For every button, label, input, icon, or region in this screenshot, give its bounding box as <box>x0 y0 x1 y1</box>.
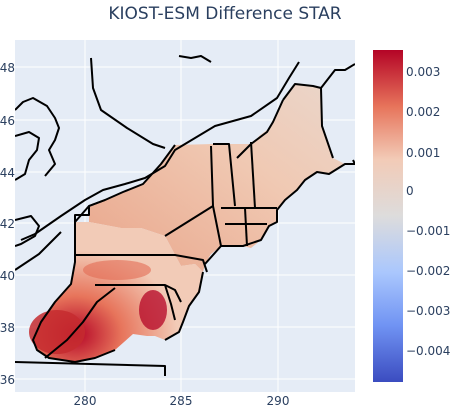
y-tick-42: 42 <box>0 217 15 231</box>
colorbar <box>373 50 403 382</box>
x-tick-285: 285 <box>169 394 193 408</box>
y-tick-40: 40 <box>0 269 15 283</box>
x-tick-280: 280 <box>73 394 97 408</box>
colorbar-tick-0.002: 0.002 <box>406 105 441 119</box>
colorbar-tick-neg-0.004: −0.004 <box>406 344 450 358</box>
colorbar-tick-neg-0.001: −0.001 <box>406 224 450 238</box>
data-field-northeast <box>89 84 345 272</box>
y-tick-44: 44 <box>0 166 15 180</box>
colorbar-tick-0.003: 0.003 <box>406 65 441 79</box>
y-tick-48: 48 <box>0 61 15 75</box>
colorbar-tick-0.001: 0.001 <box>406 146 441 160</box>
map-plot-area[interactable] <box>15 40 355 392</box>
hotspot-chesapeake <box>139 290 167 330</box>
state-boundaries <box>15 83 334 376</box>
colorbar-tick-0: 0 <box>406 184 414 198</box>
hotspot-west-virginia <box>29 310 85 354</box>
y-tick-38: 38 <box>0 321 15 335</box>
map-title: KIOST-ESM Difference STAR <box>108 4 342 24</box>
coastlines <box>15 55 355 363</box>
y-tick-36: 36 <box>0 373 15 387</box>
x-tick-290: 290 <box>266 394 290 408</box>
colorbar-tick-neg-0.002: −0.002 <box>406 264 450 278</box>
y-tick-46: 46 <box>0 114 15 128</box>
hotspot-pennsylvania <box>83 260 151 280</box>
map-svg <box>15 40 355 392</box>
colorbar-tick-neg-0.003: −0.003 <box>406 304 450 318</box>
